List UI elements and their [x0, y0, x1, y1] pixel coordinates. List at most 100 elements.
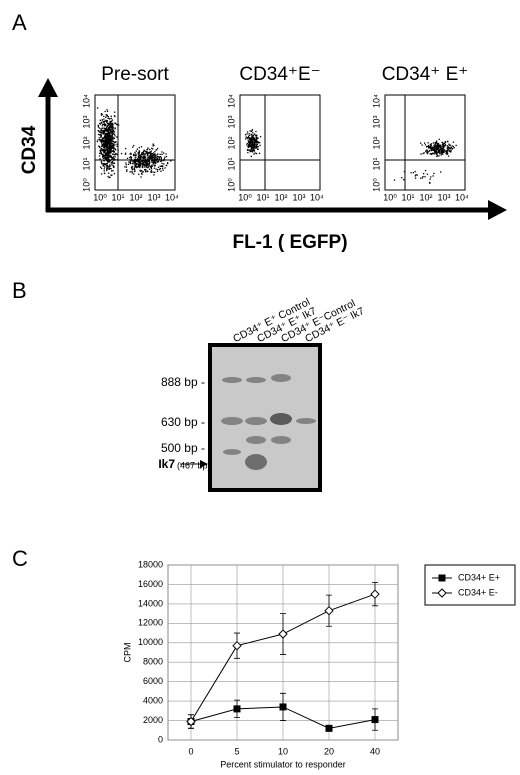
cell-dot	[131, 167, 133, 169]
cell-dot	[110, 117, 112, 120]
cell-dot	[142, 162, 144, 165]
cell-dot	[139, 160, 141, 162]
cell-dot	[429, 178, 431, 180]
cell-dot	[403, 171, 406, 173]
cell-dot	[441, 150, 443, 152]
x-tick-label: 10²	[129, 192, 142, 202]
marker	[233, 705, 241, 713]
cell-dot	[446, 153, 448, 155]
cell-dot	[252, 143, 254, 145]
cell-dot	[101, 148, 103, 150]
cell-dot	[251, 144, 253, 146]
cell-dot	[99, 166, 102, 168]
cell-dot	[149, 151, 151, 153]
cell-dot	[100, 134, 102, 137]
cell-dot	[104, 143, 106, 145]
x-tick-label: 10²	[274, 192, 287, 202]
cell-dot	[105, 159, 107, 161]
cell-dot	[139, 169, 141, 171]
cell-dot	[131, 159, 133, 161]
cell-dot	[106, 115, 108, 117]
cell-dot	[145, 166, 147, 168]
cell-dot	[110, 126, 112, 128]
marker	[370, 589, 380, 599]
cell-dot	[138, 158, 140, 161]
cell-dot	[164, 167, 166, 169]
cell-dot	[98, 137, 100, 139]
cell-dot	[257, 137, 259, 139]
cell-dot	[447, 148, 449, 150]
cell-dot	[107, 134, 110, 136]
cell-dot	[103, 149, 105, 152]
cell-dot	[103, 148, 106, 151]
cell-dot	[410, 172, 412, 174]
arrow-head	[488, 200, 507, 220]
cell-dot	[435, 140, 438, 142]
cell-dot	[134, 158, 136, 160]
cell-dot	[99, 134, 101, 136]
cell-dot	[443, 146, 445, 149]
cell-dot	[106, 144, 108, 146]
cell-dot	[441, 141, 443, 144]
cell-dot	[433, 148, 435, 150]
cell-dot	[113, 147, 115, 149]
cell-dot	[107, 150, 109, 153]
cell-dot	[429, 147, 431, 149]
cell-dot	[167, 162, 169, 164]
cell-dot	[112, 146, 114, 149]
cell-dot	[103, 155, 105, 157]
cell-dot	[248, 144, 250, 146]
y-tick-label: 10⁰	[226, 178, 236, 192]
cell-dot	[108, 118, 111, 120]
cell-dot	[104, 146, 107, 148]
cell-dot	[141, 161, 144, 163]
cell-dot	[251, 139, 253, 141]
cell-dot	[143, 149, 145, 151]
cell-dot	[256, 140, 259, 143]
cell-dot	[423, 173, 425, 175]
cell-dot	[150, 151, 152, 153]
cell-dot	[150, 165, 152, 167]
cell-dot	[143, 155, 146, 157]
cell-dot	[140, 156, 142, 158]
cell-dot	[103, 168, 105, 170]
cell-dot	[148, 152, 150, 154]
cell-dot	[437, 143, 439, 146]
cell-dot	[450, 150, 452, 152]
y-tick-label: 6000	[143, 676, 163, 686]
x-tick-label: 10¹	[401, 192, 414, 202]
cell-dot	[435, 142, 437, 144]
cell-dot	[105, 130, 108, 132]
cell-dot	[113, 144, 115, 146]
cell-dot	[101, 163, 103, 165]
cell-dot	[435, 147, 437, 149]
cell-dot	[100, 136, 102, 138]
cell-dot	[106, 122, 109, 125]
cell-dot	[144, 153, 146, 155]
cell-dot	[157, 156, 160, 158]
cell-dot	[429, 143, 432, 146]
cell-dot	[253, 142, 256, 144]
cell-dot	[111, 156, 113, 158]
cell-dot	[253, 143, 255, 145]
cell-dot	[107, 140, 110, 142]
ik7-size: (467 bp)	[177, 460, 211, 470]
cell-dot	[153, 174, 155, 176]
marker	[437, 588, 447, 598]
cell-dot	[100, 132, 102, 134]
cell-dot	[253, 149, 255, 151]
cell-dot	[105, 140, 107, 142]
cell-dot	[111, 134, 114, 136]
cell-dot	[245, 136, 247, 138]
cell-dot	[114, 115, 116, 118]
cell-dot	[130, 157, 132, 159]
cell-dot	[156, 157, 158, 159]
cell-dot	[146, 170, 148, 172]
cell-dot	[434, 145, 436, 147]
x-tick-label: 10²	[419, 192, 432, 202]
cell-dot	[113, 133, 116, 135]
cell-dot	[147, 166, 150, 168]
cell-dot	[103, 151, 105, 153]
cell-dot	[429, 150, 431, 152]
cell-dot	[134, 160, 136, 162]
